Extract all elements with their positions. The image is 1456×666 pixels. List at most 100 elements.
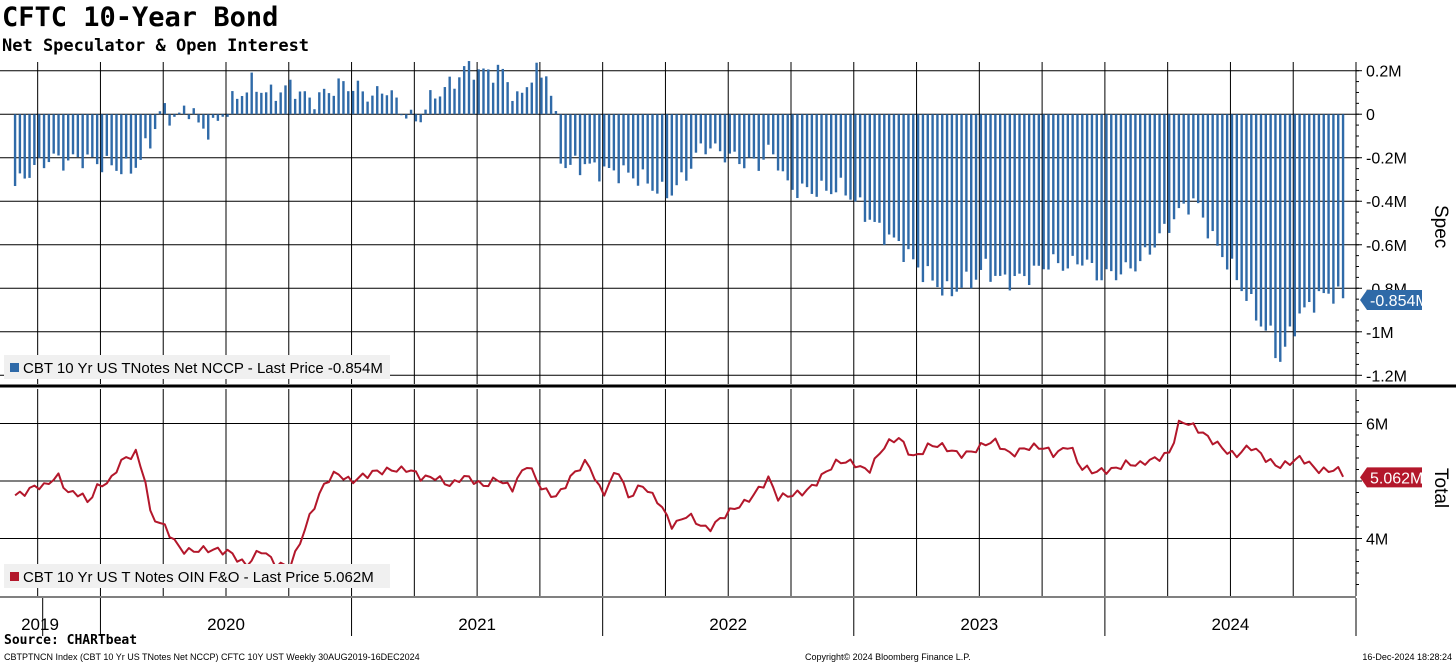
spec-bar <box>371 95 374 115</box>
total-line <box>14 419 1344 569</box>
spec-bar <box>202 114 205 129</box>
spec-bar <box>139 114 142 160</box>
spec-bar <box>1216 114 1219 246</box>
spec-bar <box>781 114 785 172</box>
total-legend-bg <box>4 564 390 588</box>
spec-bar <box>699 114 702 144</box>
spec-bar <box>356 80 360 115</box>
spec-bar <box>207 114 210 140</box>
spec-bar <box>496 64 500 115</box>
spec-bar <box>1066 114 1070 269</box>
spec-bar <box>366 101 369 115</box>
spec-bar <box>1153 114 1156 248</box>
spec-bar <box>965 114 968 272</box>
y-tick-label: -0.2M <box>1366 151 1407 168</box>
spec-bar <box>714 114 717 144</box>
spec-bar <box>873 114 876 222</box>
spec-bar <box>1283 114 1287 347</box>
spec-bar <box>820 114 823 181</box>
spec-bar <box>110 114 113 166</box>
spec-bar <box>424 109 427 115</box>
spec-bar <box>414 114 418 122</box>
x-year-label: 2019 <box>21 615 59 634</box>
spec-bar <box>458 77 461 115</box>
spec-bar <box>42 114 46 169</box>
spec-bar <box>1042 114 1045 270</box>
spec-bar <box>1332 114 1335 304</box>
spec-bar <box>91 114 94 158</box>
spec-bar <box>1158 114 1161 234</box>
total-legend: CBT 10 Yr US T Notes OIN F&O - Last Pric… <box>23 569 374 586</box>
spec-bar <box>1235 114 1239 281</box>
spec-bar <box>989 114 992 282</box>
spec-bar <box>18 114 22 174</box>
spec-last-value-tag-bg <box>1360 290 1422 311</box>
spec-bar <box>448 76 451 115</box>
spec-bar <box>1100 114 1103 281</box>
spec-bar <box>598 114 601 182</box>
spec-bar <box>786 114 789 181</box>
spec-bar <box>535 62 538 115</box>
spec-bar <box>675 114 678 186</box>
spec-bar <box>467 61 471 115</box>
chart-subtitle: Net Speculator & Open Interest <box>2 36 310 56</box>
spec-panel: 0.2M0-0.2M-0.4M-0.6M-0.8M-1M-1.2M-0.854M… <box>0 61 1451 385</box>
spec-bar <box>327 93 331 115</box>
y-tick-label: 0.2M <box>1366 64 1402 81</box>
spec-bar <box>747 114 751 158</box>
total-legend-swatch <box>10 572 19 581</box>
spec-bar <box>1187 114 1190 215</box>
spec-bar <box>1090 114 1094 264</box>
spec-bar <box>28 114 31 178</box>
spec-bar <box>409 109 413 115</box>
spec-bar <box>1148 114 1152 255</box>
spec-bar <box>216 114 220 121</box>
spec-bar <box>931 114 934 281</box>
spec-bar <box>462 66 466 115</box>
spec-bar <box>926 114 929 267</box>
spec-bar <box>950 114 954 297</box>
spec-bar <box>1047 114 1050 270</box>
spec-bar <box>506 82 509 115</box>
spec-bar <box>588 114 591 164</box>
spec-bar <box>211 114 215 118</box>
spec-bar <box>1018 114 1021 274</box>
spec-bar <box>1013 114 1016 277</box>
x-year-label: 2021 <box>458 615 496 634</box>
spec-bar <box>390 90 393 115</box>
spec-bar <box>762 114 765 160</box>
spec-bar <box>1124 114 1127 263</box>
spec-bar <box>660 114 664 182</box>
spec-bar <box>1317 114 1321 292</box>
spec-bar <box>849 114 852 200</box>
y-tick-label: -1M <box>1366 325 1394 342</box>
spec-bar <box>163 103 166 115</box>
spec-bar <box>1206 114 1210 239</box>
spec-bar <box>1245 114 1248 301</box>
spec-bar <box>33 114 36 165</box>
spec-bar <box>854 114 857 202</box>
spec-bar <box>1027 114 1031 286</box>
spec-bar <box>883 114 886 245</box>
y-tick-label: -0.4M <box>1366 194 1407 211</box>
spec-bar <box>100 114 104 173</box>
y-tick-label: -1.2M <box>1366 368 1407 385</box>
spec-bar <box>1095 114 1098 281</box>
spec-bar <box>376 86 379 115</box>
spec-bar <box>868 114 872 220</box>
spec-bar <box>1008 114 1012 291</box>
spec-bar <box>487 69 490 115</box>
spec-bar <box>274 100 278 115</box>
spec-bar <box>395 97 398 115</box>
spec-bar <box>569 114 572 165</box>
spec-bar <box>134 114 137 168</box>
spec-bar <box>772 114 775 155</box>
spec-bar <box>158 111 162 115</box>
spec-bar <box>723 114 727 163</box>
spec-bar <box>844 114 847 196</box>
spec-bar <box>516 91 519 115</box>
spec-bar <box>805 114 809 188</box>
spec-bar <box>1192 114 1195 199</box>
spec-bar <box>738 114 741 165</box>
spec-bar <box>709 114 712 149</box>
